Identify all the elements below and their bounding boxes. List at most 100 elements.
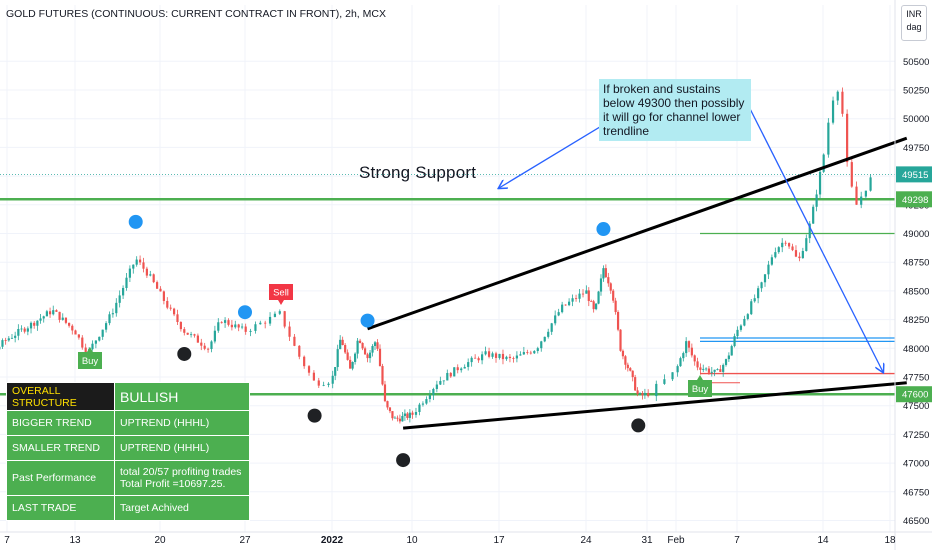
candle (149, 270, 152, 277)
table-row: LAST TRADE Target Achived (6, 495, 250, 521)
candle (836, 90, 839, 105)
currency-unit-button[interactable]: INR dag (901, 5, 927, 41)
candle (401, 412, 404, 422)
candle (386, 400, 389, 410)
candle (368, 349, 372, 363)
trendlines (367, 136, 908, 430)
candle (339, 335, 342, 350)
candle (590, 299, 593, 302)
y-tick-label: 48500 (903, 286, 929, 297)
candle (244, 323, 247, 335)
candle (550, 322, 553, 335)
candle (411, 410, 414, 419)
trendline (367, 136, 908, 331)
y-tick-label: 47250 (903, 430, 929, 441)
table-row: BIGGER TREND UPTREND (HHHL) (6, 410, 250, 436)
candle (557, 308, 560, 317)
table-row: Past Performance total 20/57 profiting t… (6, 460, 250, 496)
candle (115, 298, 118, 317)
y-tick-label: 48000 (903, 344, 929, 355)
candle (20, 325, 23, 332)
candle (91, 340, 94, 351)
swing-markers: Buy Buy Sell (78, 214, 712, 468)
candle (696, 357, 699, 371)
candle (36, 320, 39, 331)
candle (344, 343, 347, 354)
candle (439, 376, 442, 386)
candle (196, 333, 199, 343)
candle (442, 380, 445, 385)
candle (363, 346, 367, 355)
candle (757, 285, 760, 304)
candle (599, 274, 603, 296)
candle (533, 350, 536, 355)
currency-label: INR (906, 9, 922, 19)
candle (805, 234, 808, 252)
candle (564, 304, 567, 306)
candle (567, 298, 571, 307)
candle (237, 323, 240, 332)
candle (767, 260, 770, 280)
candle (283, 310, 286, 329)
time-axis: 7 13 20 27 2022 10 17 24 31 Feb 7 14 18 (0, 531, 932, 546)
y-tick-label: 49000 (903, 229, 929, 240)
candle (138, 255, 142, 265)
table-value: Target Achived (114, 495, 250, 521)
candle (358, 338, 362, 344)
candle (428, 390, 431, 403)
candle (432, 387, 435, 401)
candle (159, 286, 162, 292)
candle (303, 355, 306, 369)
candle (801, 247, 804, 259)
y-tick-label: 47750 (903, 373, 929, 384)
table-row: SMALLER TREND UPTREND (HHHL) (6, 435, 250, 461)
candle (722, 363, 725, 377)
candle (193, 333, 196, 338)
table-value: BULLISH (114, 382, 250, 411)
candle (98, 336, 101, 342)
candle (494, 351, 498, 363)
candle (727, 352, 730, 362)
candle (585, 285, 588, 294)
candle (784, 240, 787, 246)
candle (682, 351, 685, 362)
candle (334, 367, 337, 381)
candle (45, 309, 48, 317)
candle (505, 355, 508, 361)
candle (223, 317, 227, 328)
x-tick-label: 14 (817, 535, 829, 546)
candle (739, 324, 743, 332)
candle (111, 308, 114, 318)
info-table: OVERALL STRUCTURE BULLISH BIGGER TREND U… (6, 382, 250, 521)
candle (491, 351, 494, 359)
candle (846, 109, 849, 167)
candle (155, 280, 159, 289)
x-tick-label: 20 (154, 535, 166, 546)
candle (822, 153, 825, 173)
candle (616, 310, 620, 332)
candle (614, 297, 617, 315)
table-value: UPTREND (HHHL) (114, 410, 250, 436)
candle (663, 374, 666, 385)
swing-high-marker (360, 313, 375, 328)
candle (42, 315, 45, 323)
candle (794, 245, 798, 258)
candle (1, 338, 4, 350)
candle (498, 353, 501, 360)
candle (831, 96, 835, 125)
candle (679, 356, 682, 367)
x-tick-label: 7 (734, 535, 740, 546)
candle (68, 322, 71, 328)
candle (227, 318, 230, 327)
x-tick-label: Feb (667, 535, 685, 546)
candle (864, 190, 867, 200)
table-key: BIGGER TREND (6, 410, 115, 436)
candle (818, 169, 822, 199)
candle (743, 315, 746, 327)
candle (71, 324, 74, 335)
candle (529, 350, 532, 355)
candle (636, 387, 639, 397)
candle (449, 372, 452, 378)
candle (94, 340, 97, 349)
